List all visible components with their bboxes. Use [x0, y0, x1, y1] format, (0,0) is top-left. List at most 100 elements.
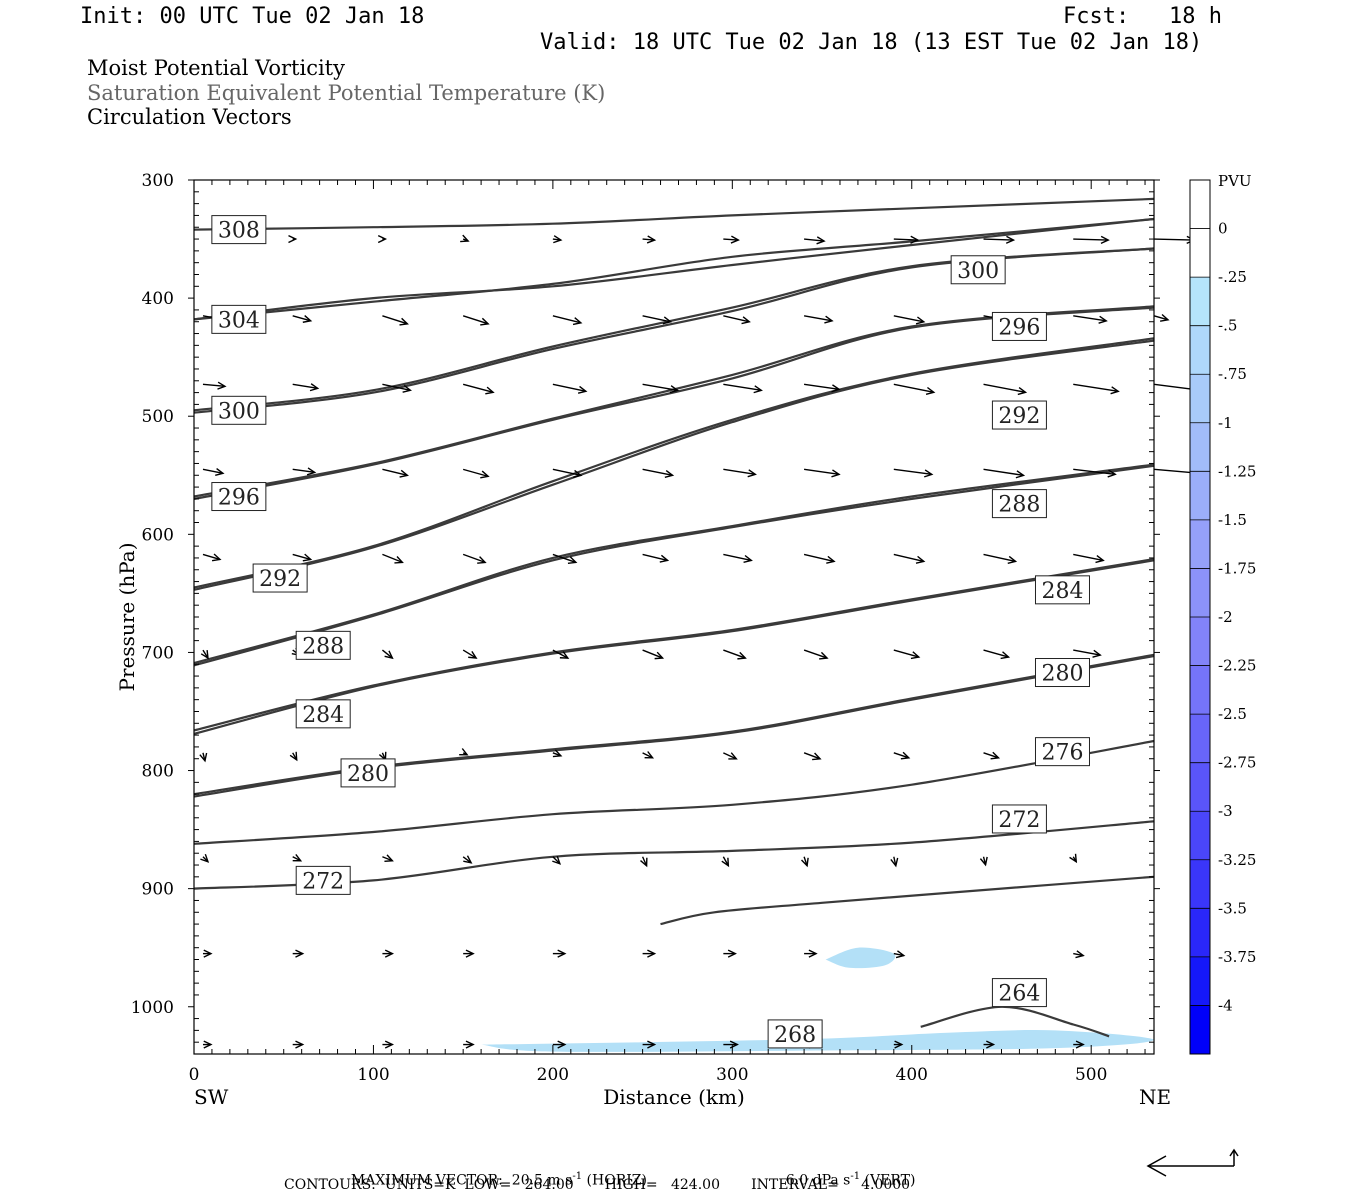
colorbar-swatch-12	[1190, 762, 1210, 812]
contour-line-304-2	[193, 217, 1155, 321]
vector-shaft-0-8	[893, 238, 918, 241]
max-vector-line: MAXIMUM VECTOR: 20.5 m s-1 (HORIZ)	[342, 1158, 647, 1188]
field-title-vectors: Circulation Vectors	[87, 105, 292, 129]
vector-shaft-1-5	[642, 315, 671, 323]
vector-head-0-6	[730, 235, 740, 244]
vector-shaft-4-0	[202, 553, 221, 561]
vector-head-9-8	[894, 1040, 904, 1049]
max-vector-label: MAXIMUM VECTOR:	[350, 1172, 503, 1189]
colorbar-swatch-8	[1190, 568, 1210, 617]
vector-shaft-4-5	[642, 553, 668, 562]
vector-head-2-1	[309, 383, 320, 392]
contour-label-box-17	[767, 1019, 823, 1049]
y-tick-label-400: 400	[142, 289, 174, 309]
colorbar-label-9: -2.25	[1218, 657, 1256, 675]
contour-label-box-13	[1034, 737, 1090, 767]
vector-shaft-3-0	[202, 468, 224, 475]
vector-head-8-3	[465, 949, 475, 958]
axis-ticks: 300 400 500 600 700 800 900 1000 0 100 200 300 400 50…	[131, 171, 1160, 1085]
field-title-theta-es: Saturation Equivalent Potential Temperat…	[87, 81, 606, 105]
colorbar-label-8: -2	[1218, 608, 1233, 626]
colorbar-swatch-1	[1190, 228, 1210, 278]
vector-shaft-2-3	[462, 383, 494, 394]
vector-head-0-9	[1005, 235, 1016, 244]
contour-line-284-9	[193, 464, 1155, 667]
vector-head-2-4	[577, 385, 588, 394]
vector-shaft-1-11	[1153, 315, 1169, 321]
vector-head-8-10	[1075, 950, 1085, 959]
vector-shaft-1-8	[893, 315, 924, 323]
x-axis-label: Distance (km)	[603, 1085, 745, 1109]
vector-head-0-3	[460, 234, 470, 243]
vector-head-9-3	[465, 1040, 475, 1049]
x-tick-label-200: 200	[537, 1065, 569, 1085]
contour-label-box-12	[295, 699, 351, 729]
contour-label-292-8: 292	[259, 567, 301, 592]
x-tick-label-0: 0	[189, 1065, 200, 1085]
vector-shaft-1-2	[382, 315, 408, 325]
x-tick-label-500: 500	[1075, 1065, 1107, 1085]
vector-shaft-1-6	[723, 315, 750, 323]
contour-line-308-0	[193, 197, 1155, 231]
colorbar-label-10: -2.5	[1218, 705, 1247, 723]
vector-head-6-5	[644, 751, 655, 759]
vector-shaft-5-7	[803, 649, 828, 659]
contour-label-272-15: 272	[998, 808, 1040, 833]
vector-head-6-1	[289, 751, 298, 762]
vector-head-0-7	[816, 236, 826, 245]
vector-shaft-4-6	[723, 553, 752, 562]
vector-head-8-8	[895, 950, 906, 959]
x-tick-label-400: 400	[896, 1065, 928, 1085]
vector-head-5-7	[819, 651, 829, 660]
vector-shaft-3-9	[983, 468, 1024, 477]
vector-head-2-8	[925, 386, 936, 396]
colorbar-swatch-2	[1190, 277, 1210, 326]
contour-label-box-10	[295, 630, 351, 660]
contour-label-box-5	[991, 400, 1047, 430]
contour-label-284-9: 284	[1041, 579, 1083, 604]
contour-label-box-7	[991, 489, 1047, 519]
vector-shaft-0-7	[804, 238, 825, 242]
vector-head-4-9	[1007, 555, 1018, 564]
vector-head-1-4	[572, 317, 583, 326]
contour-label-box-2	[211, 304, 267, 334]
vector-head-7-9	[979, 856, 988, 867]
colorbar-swatch-3	[1190, 325, 1210, 375]
contour-label-300-4: 300	[218, 399, 260, 424]
colorbar-swatch-10	[1190, 665, 1210, 715]
contour-label-300-1: 300	[957, 259, 999, 284]
vector-shaft-7-3	[462, 856, 472, 864]
vector-head-0-8	[910, 235, 920, 244]
vector-shaft-2-8	[893, 383, 934, 394]
x-tick-label-300: 300	[716, 1065, 748, 1085]
vector-head-3-5	[664, 469, 675, 479]
colorbar-unit: PVU	[1218, 172, 1252, 190]
vector-shaft-8-8	[893, 952, 904, 957]
colorbar-label-14: -3.5	[1218, 899, 1247, 917]
colorbar-swatch-15	[1190, 908, 1210, 957]
vector-shaft-0-6	[723, 238, 739, 241]
vector-head-0-1	[288, 234, 298, 244]
vector-shaft-0-10	[1073, 238, 1109, 241]
vector-shaft-7-4	[552, 856, 561, 865]
colorbar-swatch-4	[1190, 374, 1210, 423]
vector-head-5-10	[1092, 649, 1102, 658]
vector-head-0-5	[646, 235, 657, 244]
vector-shaft-4-4	[552, 553, 577, 564]
vector-head-5-9	[1000, 651, 1011, 660]
vector-shaft-3-8	[893, 468, 932, 476]
vector-head-2-2	[402, 384, 412, 393]
max-vert-value: 6.0 dPa s	[785, 1172, 851, 1189]
contour-label-272-16: 272	[302, 869, 344, 894]
contour-label-box-6	[211, 482, 267, 512]
vector-head-7-1	[292, 853, 303, 862]
contour-label-box-11	[1034, 658, 1090, 688]
vector-head-5-0	[200, 650, 209, 660]
vector-shaft-0-9	[983, 238, 1014, 241]
vector-shaft-5-4	[552, 649, 569, 659]
vector-head-6-7	[812, 752, 822, 761]
vector-shaft-1-10	[1073, 315, 1107, 322]
sw-end-label: SW	[194, 1085, 229, 1109]
pv-region-1	[825, 947, 896, 969]
vector-shaft-3-5	[642, 468, 673, 477]
